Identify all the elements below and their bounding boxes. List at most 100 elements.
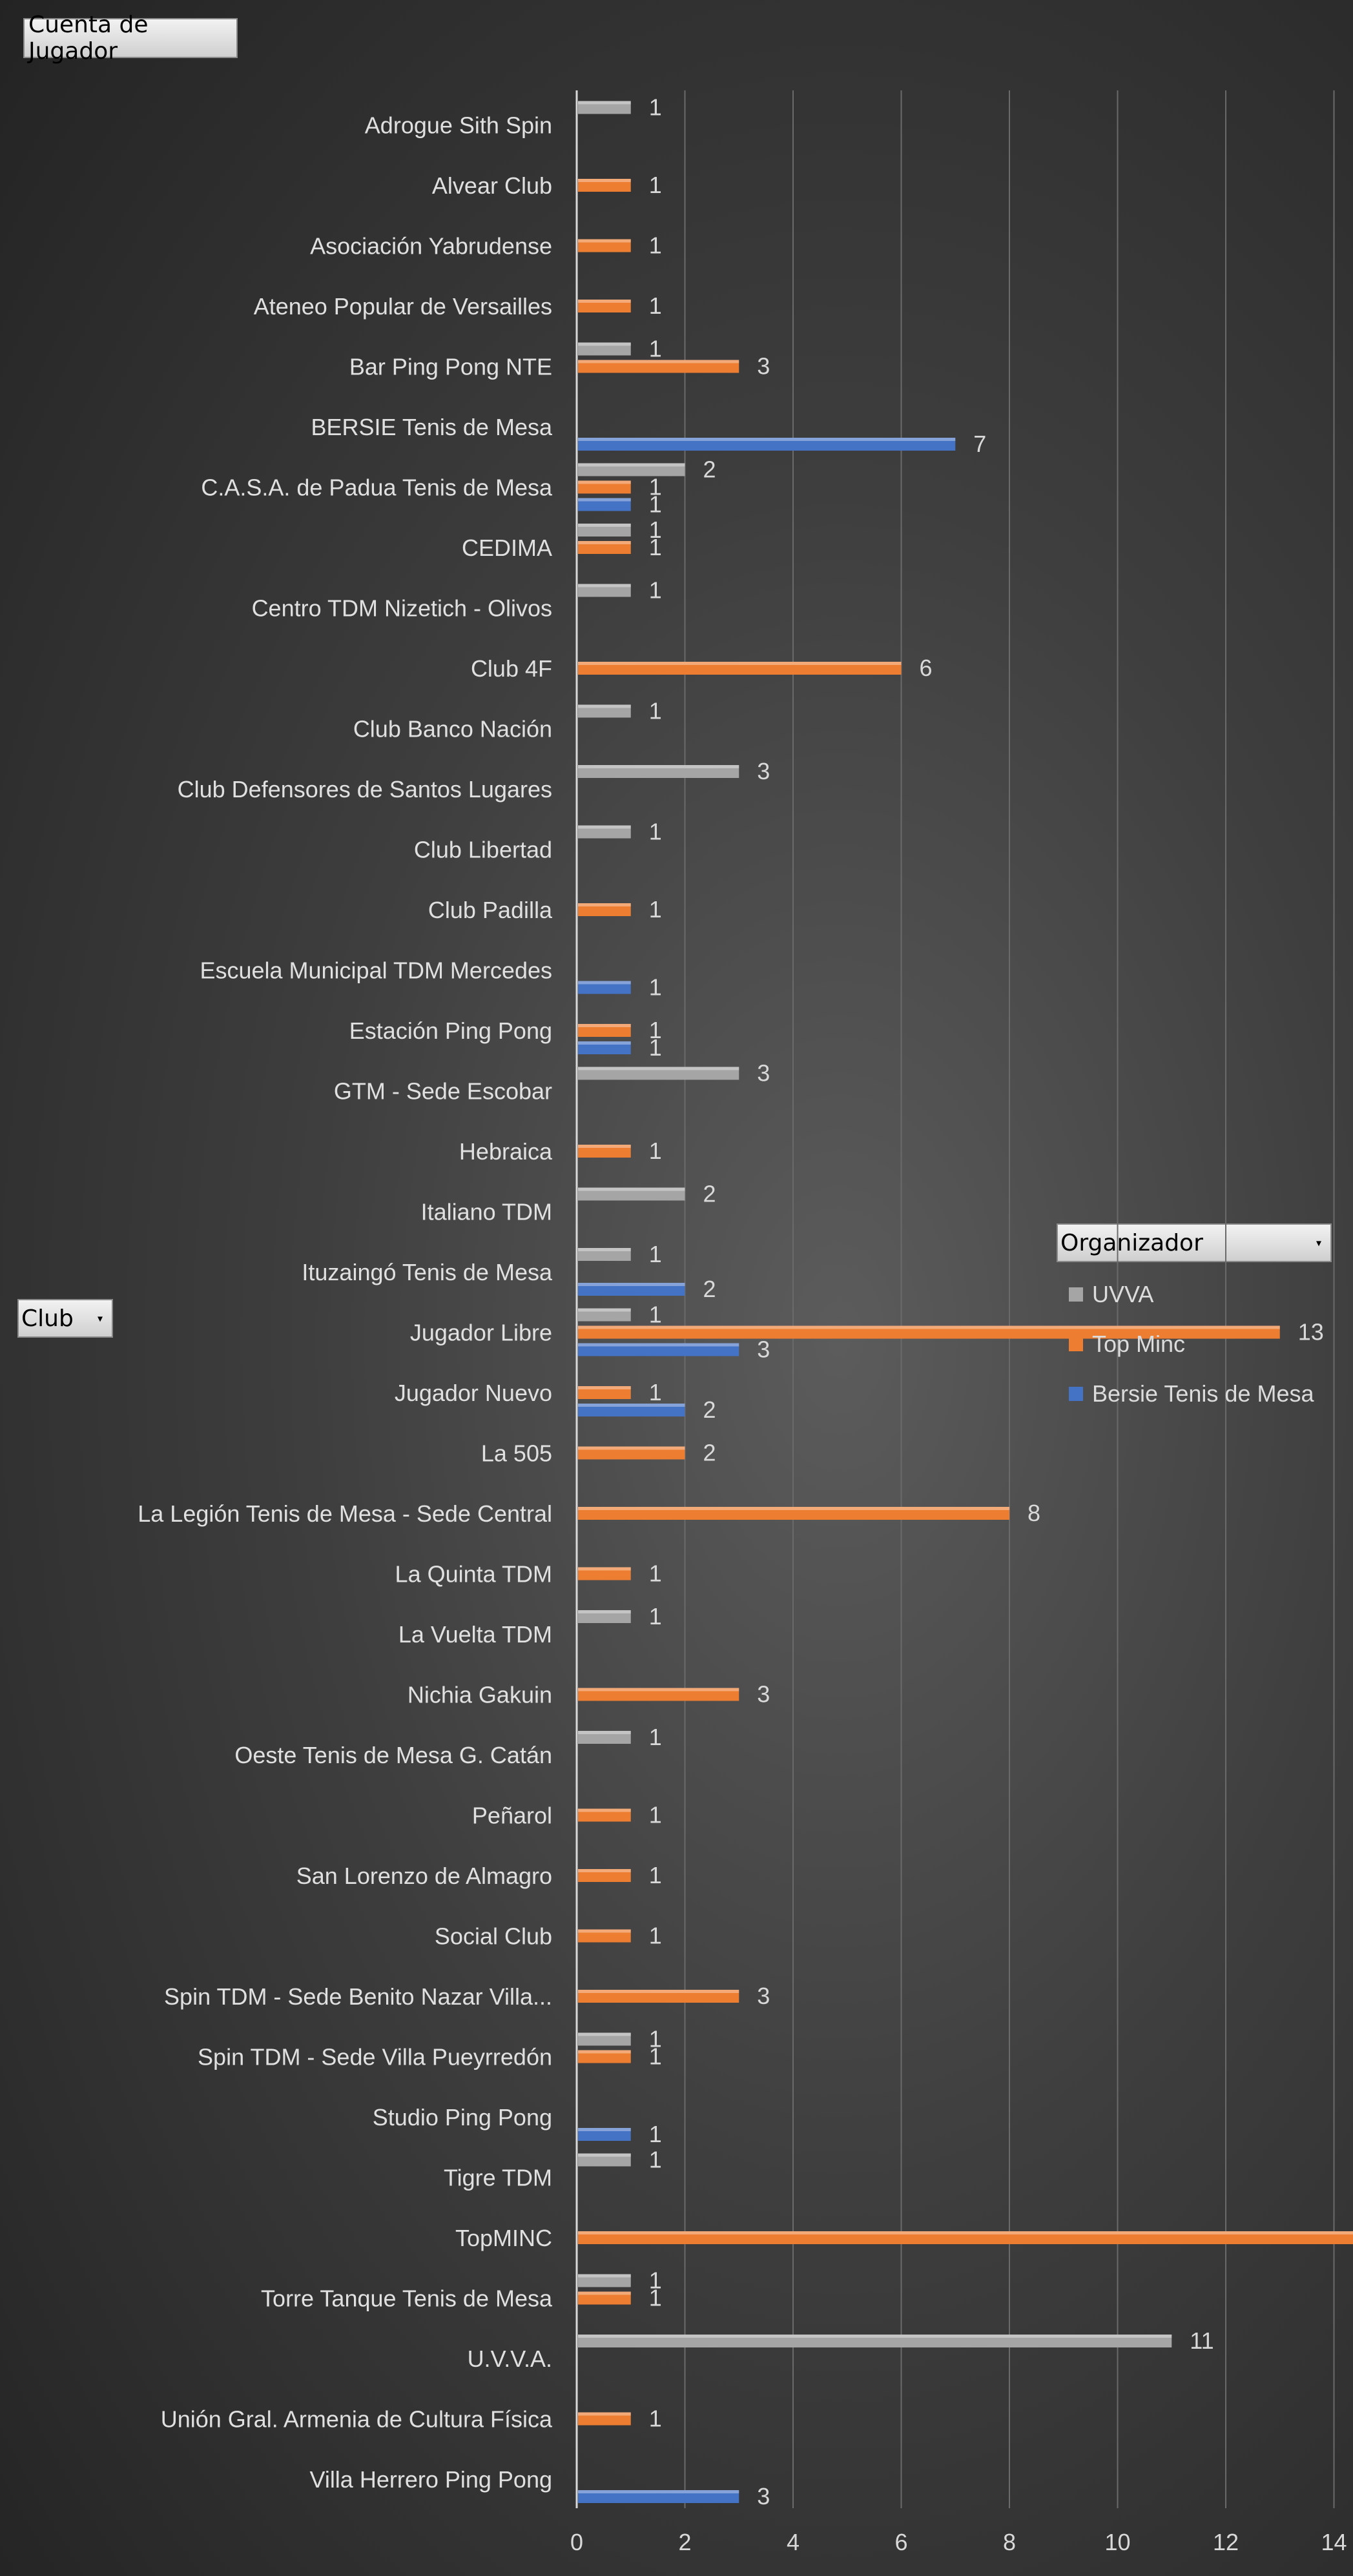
data-label: 1 bbox=[649, 2406, 662, 2432]
data-label: 1 bbox=[649, 1302, 662, 1328]
data-label: 1 bbox=[649, 336, 662, 362]
category-label: Club Padilla bbox=[428, 897, 553, 923]
category-label: Club 4F bbox=[471, 655, 552, 682]
bar-highlight bbox=[578, 584, 631, 588]
bar-highlight bbox=[578, 2412, 631, 2416]
bar bbox=[578, 1567, 631, 1580]
data-label: 1 bbox=[649, 577, 662, 604]
x-tick-label: 14 bbox=[1321, 2529, 1347, 2555]
data-label: 3 bbox=[757, 2483, 770, 2510]
bar bbox=[578, 584, 631, 597]
category-label: Italiano TDM bbox=[421, 1199, 552, 1225]
data-label: 1 bbox=[649, 2043, 662, 2070]
data-label: 2 bbox=[703, 1276, 716, 1302]
bar bbox=[578, 1446, 685, 1460]
data-label: 1 bbox=[649, 1603, 662, 1630]
bar bbox=[578, 342, 631, 356]
bar-highlight bbox=[578, 239, 631, 243]
data-label: 2 bbox=[703, 456, 716, 483]
bar-highlight bbox=[578, 2231, 1353, 2234]
bar-highlight bbox=[578, 1731, 631, 1734]
bar bbox=[578, 1404, 685, 1416]
dropdown-arrow-icon: ▾ bbox=[1316, 1236, 1321, 1249]
x-tick-label: 0 bbox=[570, 2529, 583, 2555]
bar bbox=[578, 765, 739, 778]
bar bbox=[578, 2291, 631, 2305]
legend-item: Bersie Tenis de Mesa bbox=[1069, 1369, 1314, 1418]
bar bbox=[578, 1929, 631, 1943]
bar bbox=[578, 239, 631, 252]
bar bbox=[578, 662, 902, 675]
bar bbox=[578, 463, 685, 476]
category-label: Spin TDM - Sede Benito Nazar Villa... bbox=[164, 1983, 552, 2010]
category-label: Spin TDM - Sede Villa Pueyrredón bbox=[198, 2044, 552, 2070]
data-label: 1 bbox=[649, 2147, 662, 2173]
data-label: 1 bbox=[649, 974, 662, 1001]
x-tick-label: 10 bbox=[1104, 2529, 1130, 2555]
data-label: 1 bbox=[649, 1560, 662, 1587]
category-label: Ateneo Popular de Versailles bbox=[254, 293, 552, 320]
category-label: La Legión Tenis de Mesa - Sede Central bbox=[138, 1500, 552, 1527]
bar-highlight bbox=[578, 704, 631, 708]
data-label: 3 bbox=[757, 758, 770, 784]
bar bbox=[578, 300, 631, 312]
bar-highlight bbox=[578, 1446, 685, 1450]
data-label: 7 bbox=[973, 431, 986, 457]
category-label: Villa Herrero Ping Pong bbox=[309, 2466, 552, 2493]
legend-label: Bersie Tenis de Mesa bbox=[1092, 1380, 1314, 1407]
bar bbox=[578, 1308, 631, 1322]
bar bbox=[578, 1248, 631, 1261]
legend-item: UVVA bbox=[1069, 1269, 1314, 1319]
category-label: Unión Gral. Armenia de Cultura Física bbox=[161, 2406, 553, 2433]
bar-highlight bbox=[578, 1990, 739, 1993]
bar bbox=[578, 1145, 631, 1158]
bar bbox=[578, 1808, 631, 1822]
value-field-button[interactable]: Cuenta de Jugador bbox=[23, 12, 238, 65]
bar-highlight bbox=[578, 300, 631, 303]
data-label: 1 bbox=[649, 1241, 662, 1267]
bar bbox=[578, 101, 631, 114]
category-label: Club Defensores de Santos Lugares bbox=[178, 776, 552, 802]
data-label: 1 bbox=[649, 232, 662, 259]
bar bbox=[578, 360, 739, 373]
row-field-filter-button[interactable]: Club ▾ bbox=[17, 1299, 113, 1338]
bar bbox=[578, 2231, 1353, 2244]
bar-highlight bbox=[578, 1610, 631, 1613]
bar-highlight bbox=[578, 1024, 631, 1027]
data-label: 3 bbox=[757, 1060, 770, 1087]
bar-highlight bbox=[578, 1308, 631, 1312]
data-label: 1 bbox=[649, 516, 662, 543]
dropdown-arrow-icon: ▾ bbox=[97, 1312, 103, 1325]
bar bbox=[578, 438, 956, 451]
bar bbox=[578, 2335, 1172, 2347]
bar bbox=[578, 825, 631, 839]
category-label: Escuela Municipal TDM Mercedes bbox=[200, 957, 552, 984]
data-label: 3 bbox=[757, 1681, 770, 1708]
data-label: 3 bbox=[757, 1983, 770, 2009]
bar-highlight bbox=[578, 2274, 631, 2278]
legend-field-filter-button[interactable]: Organizador ▾ bbox=[1057, 1223, 1332, 1262]
x-tick-label: 8 bbox=[1003, 2529, 1016, 2555]
category-label: Oeste Tenis de Mesa G. Catán bbox=[234, 1742, 552, 1768]
legend-label: UVVA bbox=[1092, 1280, 1154, 1307]
bar-highlight bbox=[578, 1343, 739, 1347]
bar-highlight bbox=[578, 2291, 631, 2295]
row-field-label: Club bbox=[21, 1305, 74, 1332]
legend-swatch bbox=[1069, 1287, 1083, 1302]
x-tick-label: 2 bbox=[678, 2529, 691, 2555]
bar-highlight bbox=[578, 1248, 631, 1251]
bar-highlight bbox=[578, 2050, 631, 2054]
category-label: C.A.S.A. de Padua Tenis de Mesa bbox=[201, 475, 553, 501]
x-tick-label: 6 bbox=[894, 2529, 907, 2555]
category-label: Estación Ping Pong bbox=[349, 1017, 552, 1044]
x-tick-label: 4 bbox=[787, 2529, 800, 2555]
bar-highlight bbox=[578, 438, 956, 441]
legend-field-label: Organizador bbox=[1060, 1229, 1203, 1256]
category-label: Tigre TDM bbox=[444, 2165, 552, 2191]
data-label: 1 bbox=[649, 2121, 662, 2147]
bar-highlight bbox=[578, 2153, 631, 2157]
category-label: Club Banco Nación bbox=[353, 716, 552, 742]
bar-highlight bbox=[578, 541, 631, 544]
data-label: 3 bbox=[757, 1336, 770, 1363]
category-label: Ituzaingó Tenis de Mesa bbox=[302, 1259, 553, 1285]
